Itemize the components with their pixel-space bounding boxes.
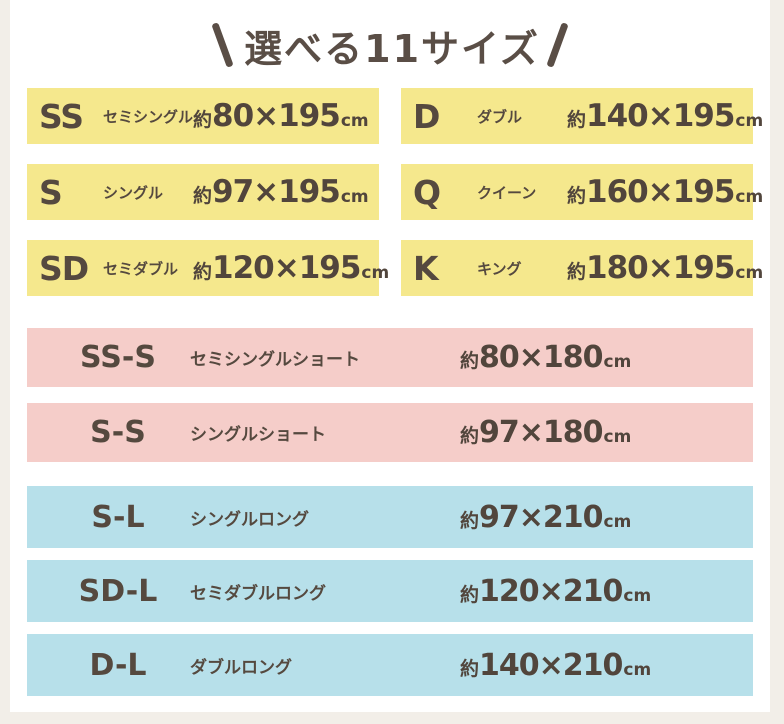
- dimension-value: 97×180: [479, 415, 604, 450]
- dimension-value: 180×195: [586, 250, 735, 286]
- size-row-q: Q クイーン 約 160×195 cm: [401, 164, 763, 220]
- size-name: キング: [477, 259, 522, 278]
- size-name: セミダブルロング: [190, 583, 326, 604]
- size-code: K: [413, 248, 439, 288]
- size-name: セミシングルショート: [190, 350, 360, 370]
- page-title-text: 選べる11サイズ: [244, 26, 540, 71]
- unit-label: cm: [340, 111, 369, 131]
- size-row-sd: SD セミダブル 約 120×195 cm: [27, 240, 389, 296]
- page-title: 選べる11サイズ: [10, 0, 770, 80]
- size-code: SS: [39, 96, 84, 136]
- size-code: Q: [413, 172, 441, 212]
- approx-label: 約: [567, 185, 587, 207]
- size-code: SD: [39, 248, 89, 288]
- size-code: D: [413, 96, 440, 136]
- slash-right-icon: [546, 22, 569, 68]
- size-dimensions: 約 140×210 cm: [460, 648, 651, 683]
- size-row-sd-l: SD-L セミダブルロング 約 120×210 cm: [27, 560, 753, 622]
- size-name: ダブル: [477, 107, 523, 126]
- size-row-ss: SS セミシングル 約 80×195 cm: [27, 88, 379, 144]
- size-row-s-l: S-L シングルロング 約 97×210 cm: [27, 486, 753, 548]
- unit-label: cm: [623, 585, 652, 606]
- size-name: ダブルロング: [190, 657, 292, 678]
- size-row-d: D ダブル 約 140×195 cm: [401, 88, 763, 144]
- dimension-value: 97×210: [479, 499, 604, 535]
- short-sizes-group: SS-S セミシングルショート 約 80×180 cm S-S シングルショート…: [27, 328, 753, 462]
- size-row-ss-s: SS-S セミシングルショート 約 80×180 cm: [27, 328, 753, 387]
- size-row-s-s: S-S シングルショート 約 97×180 cm: [27, 403, 753, 462]
- dimension-value: 97×195: [212, 174, 341, 210]
- size-dimensions: 約 180×195 cm: [567, 250, 763, 286]
- size-code: D-L: [89, 647, 147, 683]
- size-name: セミダブル: [103, 259, 179, 278]
- size-dimensions: 約 120×195 cm: [193, 250, 389, 286]
- size-row-d-l: D-L ダブルロング 約 140×210 cm: [27, 634, 753, 696]
- size-dimensions: 約 160×195 cm: [567, 174, 763, 210]
- unit-label: cm: [735, 111, 764, 131]
- approx-label: 約: [193, 261, 213, 283]
- size-chart-content: SS セミシングル 約 80×195 cm D ダブル 約 140×195 cm…: [27, 88, 763, 696]
- size-code: S-L: [91, 499, 145, 535]
- size-dimensions: 約 80×195 cm: [193, 98, 369, 134]
- size-name: セミシングル: [103, 107, 194, 126]
- approx-label: 約: [193, 185, 213, 207]
- approx-label: 約: [460, 350, 480, 372]
- size-dimensions: 約 97×180 cm: [460, 415, 631, 450]
- approx-label: 約: [567, 109, 587, 131]
- size-chart-panel: 選べる11サイズ SS セミシングル 約 80×195 cm D ダブル 約 1…: [10, 0, 770, 712]
- size-code: S-S: [90, 415, 146, 450]
- size-dimensions: 約 120×210 cm: [460, 574, 651, 609]
- approx-label: 約: [460, 509, 480, 532]
- unit-label: cm: [340, 187, 369, 207]
- unit-label: cm: [603, 427, 632, 447]
- size-name: シングル: [103, 183, 164, 202]
- dimension-value: 80×195: [212, 98, 341, 134]
- size-dimensions: 約 80×180 cm: [460, 340, 631, 375]
- approx-label: 約: [460, 583, 480, 606]
- size-code: S: [39, 172, 63, 212]
- size-code: SD-L: [78, 573, 158, 609]
- approx-label: 約: [193, 109, 213, 131]
- size-code: SS-S: [80, 340, 156, 375]
- approx-label: 約: [460, 425, 480, 447]
- size-row-k: K キング 約 180×195 cm: [401, 240, 763, 296]
- size-dimensions: 約 97×210 cm: [460, 500, 631, 535]
- approx-label: 約: [460, 657, 480, 680]
- unit-label: cm: [735, 187, 764, 207]
- unit-label: cm: [603, 352, 632, 372]
- unit-label: cm: [735, 263, 764, 283]
- dimension-value: 120×210: [479, 573, 623, 609]
- approx-label: 約: [567, 261, 587, 283]
- dimension-value: 140×195: [586, 98, 735, 134]
- size-dimensions: 約 140×195 cm: [567, 98, 763, 134]
- long-sizes-group: S-L シングルロング 約 97×210 cm SD-L セミダブルロング 約 …: [27, 486, 753, 696]
- slash-left-icon: [211, 22, 234, 68]
- unit-label: cm: [623, 659, 652, 680]
- dimension-value: 80×180: [479, 340, 604, 375]
- size-dimensions: 約 97×195 cm: [193, 174, 369, 210]
- size-row-s: S シングル 約 97×195 cm: [27, 164, 379, 220]
- dimension-value: 120×195: [212, 250, 361, 286]
- dimension-value: 160×195: [586, 174, 735, 210]
- size-name: シングルロング: [190, 509, 309, 530]
- size-name: クイーン: [477, 183, 537, 202]
- unit-label: cm: [603, 511, 632, 532]
- unit-label: cm: [361, 263, 390, 283]
- standard-sizes-group: SS セミシングル 約 80×195 cm D ダブル 約 140×195 cm…: [27, 88, 763, 296]
- size-name: シングルショート: [190, 425, 326, 445]
- dimension-value: 140×210: [479, 647, 623, 683]
